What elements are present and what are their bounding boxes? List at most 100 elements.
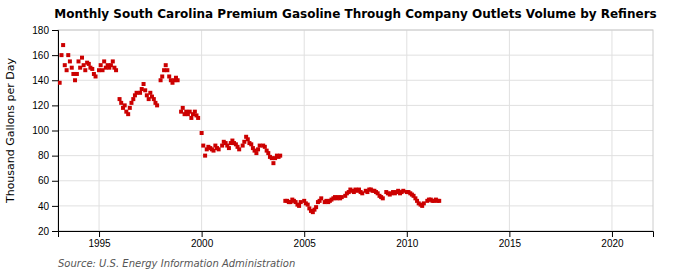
- axis-domain: [59, 232, 654, 238]
- point: [87, 62, 91, 66]
- point: [201, 144, 205, 148]
- tick: 2020: [601, 231, 624, 249]
- point: [114, 68, 118, 72]
- point: [422, 201, 426, 205]
- point: [401, 189, 405, 193]
- point: [111, 59, 115, 63]
- point: [271, 161, 275, 165]
- plot-frame: [58, 30, 653, 231]
- tick-mark: [304, 231, 305, 237]
- point: [63, 63, 67, 67]
- point: [59, 53, 63, 57]
- point: [152, 97, 156, 101]
- tick-mark: [52, 105, 58, 106]
- point: [381, 196, 385, 200]
- tick: 80: [38, 150, 58, 161]
- point: [90, 67, 94, 71]
- point: [155, 103, 159, 107]
- tick-mark: [52, 206, 58, 207]
- tick-label: 20: [38, 226, 50, 237]
- point: [75, 72, 79, 76]
- point: [99, 63, 103, 67]
- point: [360, 191, 364, 195]
- grid-line: [58, 205, 653, 206]
- point: [142, 82, 146, 86]
- point: [241, 144, 245, 148]
- point: [78, 66, 82, 70]
- point: [73, 78, 77, 82]
- point: [314, 205, 318, 209]
- tick-label: 40: [38, 201, 50, 212]
- point: [58, 81, 62, 85]
- tick: 1995: [88, 231, 111, 249]
- point: [70, 66, 74, 70]
- point: [220, 144, 224, 148]
- plot-area: [58, 43, 441, 214]
- point: [189, 116, 193, 120]
- grid-line: [58, 55, 653, 56]
- tick-label: 100: [32, 125, 49, 136]
- point: [123, 103, 127, 107]
- point: [128, 106, 132, 110]
- point: [258, 144, 262, 148]
- tick-mark: [52, 156, 58, 157]
- grid-line: [58, 130, 653, 131]
- point: [71, 72, 75, 76]
- point: [297, 204, 301, 208]
- point: [159, 78, 163, 82]
- grid-line: [58, 80, 653, 81]
- point: [193, 110, 197, 114]
- tick-label: 2000: [191, 238, 214, 249]
- point: [176, 78, 180, 82]
- y-axis: 20406080100120140160180: [32, 25, 58, 237]
- grid-line: [58, 180, 653, 181]
- tick-mark: [52, 231, 58, 232]
- tick-mark: [99, 231, 100, 237]
- point: [212, 149, 216, 153]
- title: Monthly South Carolina Premium Gasoline …: [54, 7, 657, 21]
- grid-line: [406, 30, 407, 231]
- point: [266, 151, 270, 155]
- tick: 180: [32, 25, 58, 36]
- tick-mark: [52, 181, 58, 182]
- point: [66, 53, 70, 57]
- point: [148, 91, 152, 95]
- point: [249, 142, 253, 146]
- chart-container: 1995200020052010201520202040608010012014…: [0, 0, 675, 275]
- point: [65, 68, 69, 72]
- tick: 160: [32, 50, 58, 61]
- point: [102, 59, 106, 63]
- tick-label: 2015: [499, 238, 522, 249]
- tick: 2005: [294, 231, 317, 249]
- point: [437, 199, 441, 203]
- grid-line: [611, 30, 612, 231]
- point: [80, 56, 84, 60]
- tick: 60: [38, 175, 58, 186]
- point: [237, 147, 241, 151]
- tick-mark: [52, 30, 58, 31]
- tick-label: 2020: [601, 238, 624, 249]
- tick-label: 180: [32, 25, 49, 36]
- point: [340, 195, 344, 199]
- grid-line: [201, 30, 202, 231]
- x-axis: 199520002005201020152020: [59, 231, 654, 249]
- point: [160, 74, 164, 78]
- point: [83, 68, 87, 72]
- point: [138, 91, 142, 95]
- tick-mark: [612, 231, 613, 237]
- point: [254, 151, 258, 155]
- point: [143, 88, 147, 92]
- tick: 120: [32, 100, 58, 111]
- point: [97, 68, 101, 72]
- grid-line: [58, 155, 653, 156]
- tick-label: 1995: [88, 238, 111, 249]
- tick-mark: [52, 55, 58, 56]
- tick-mark: [202, 231, 203, 237]
- point: [200, 131, 204, 135]
- point: [119, 101, 123, 105]
- tick: 100: [32, 125, 58, 136]
- axis-domain: [52, 31, 59, 232]
- point: [217, 147, 221, 151]
- tick: 2015: [499, 231, 522, 249]
- point: [203, 154, 207, 158]
